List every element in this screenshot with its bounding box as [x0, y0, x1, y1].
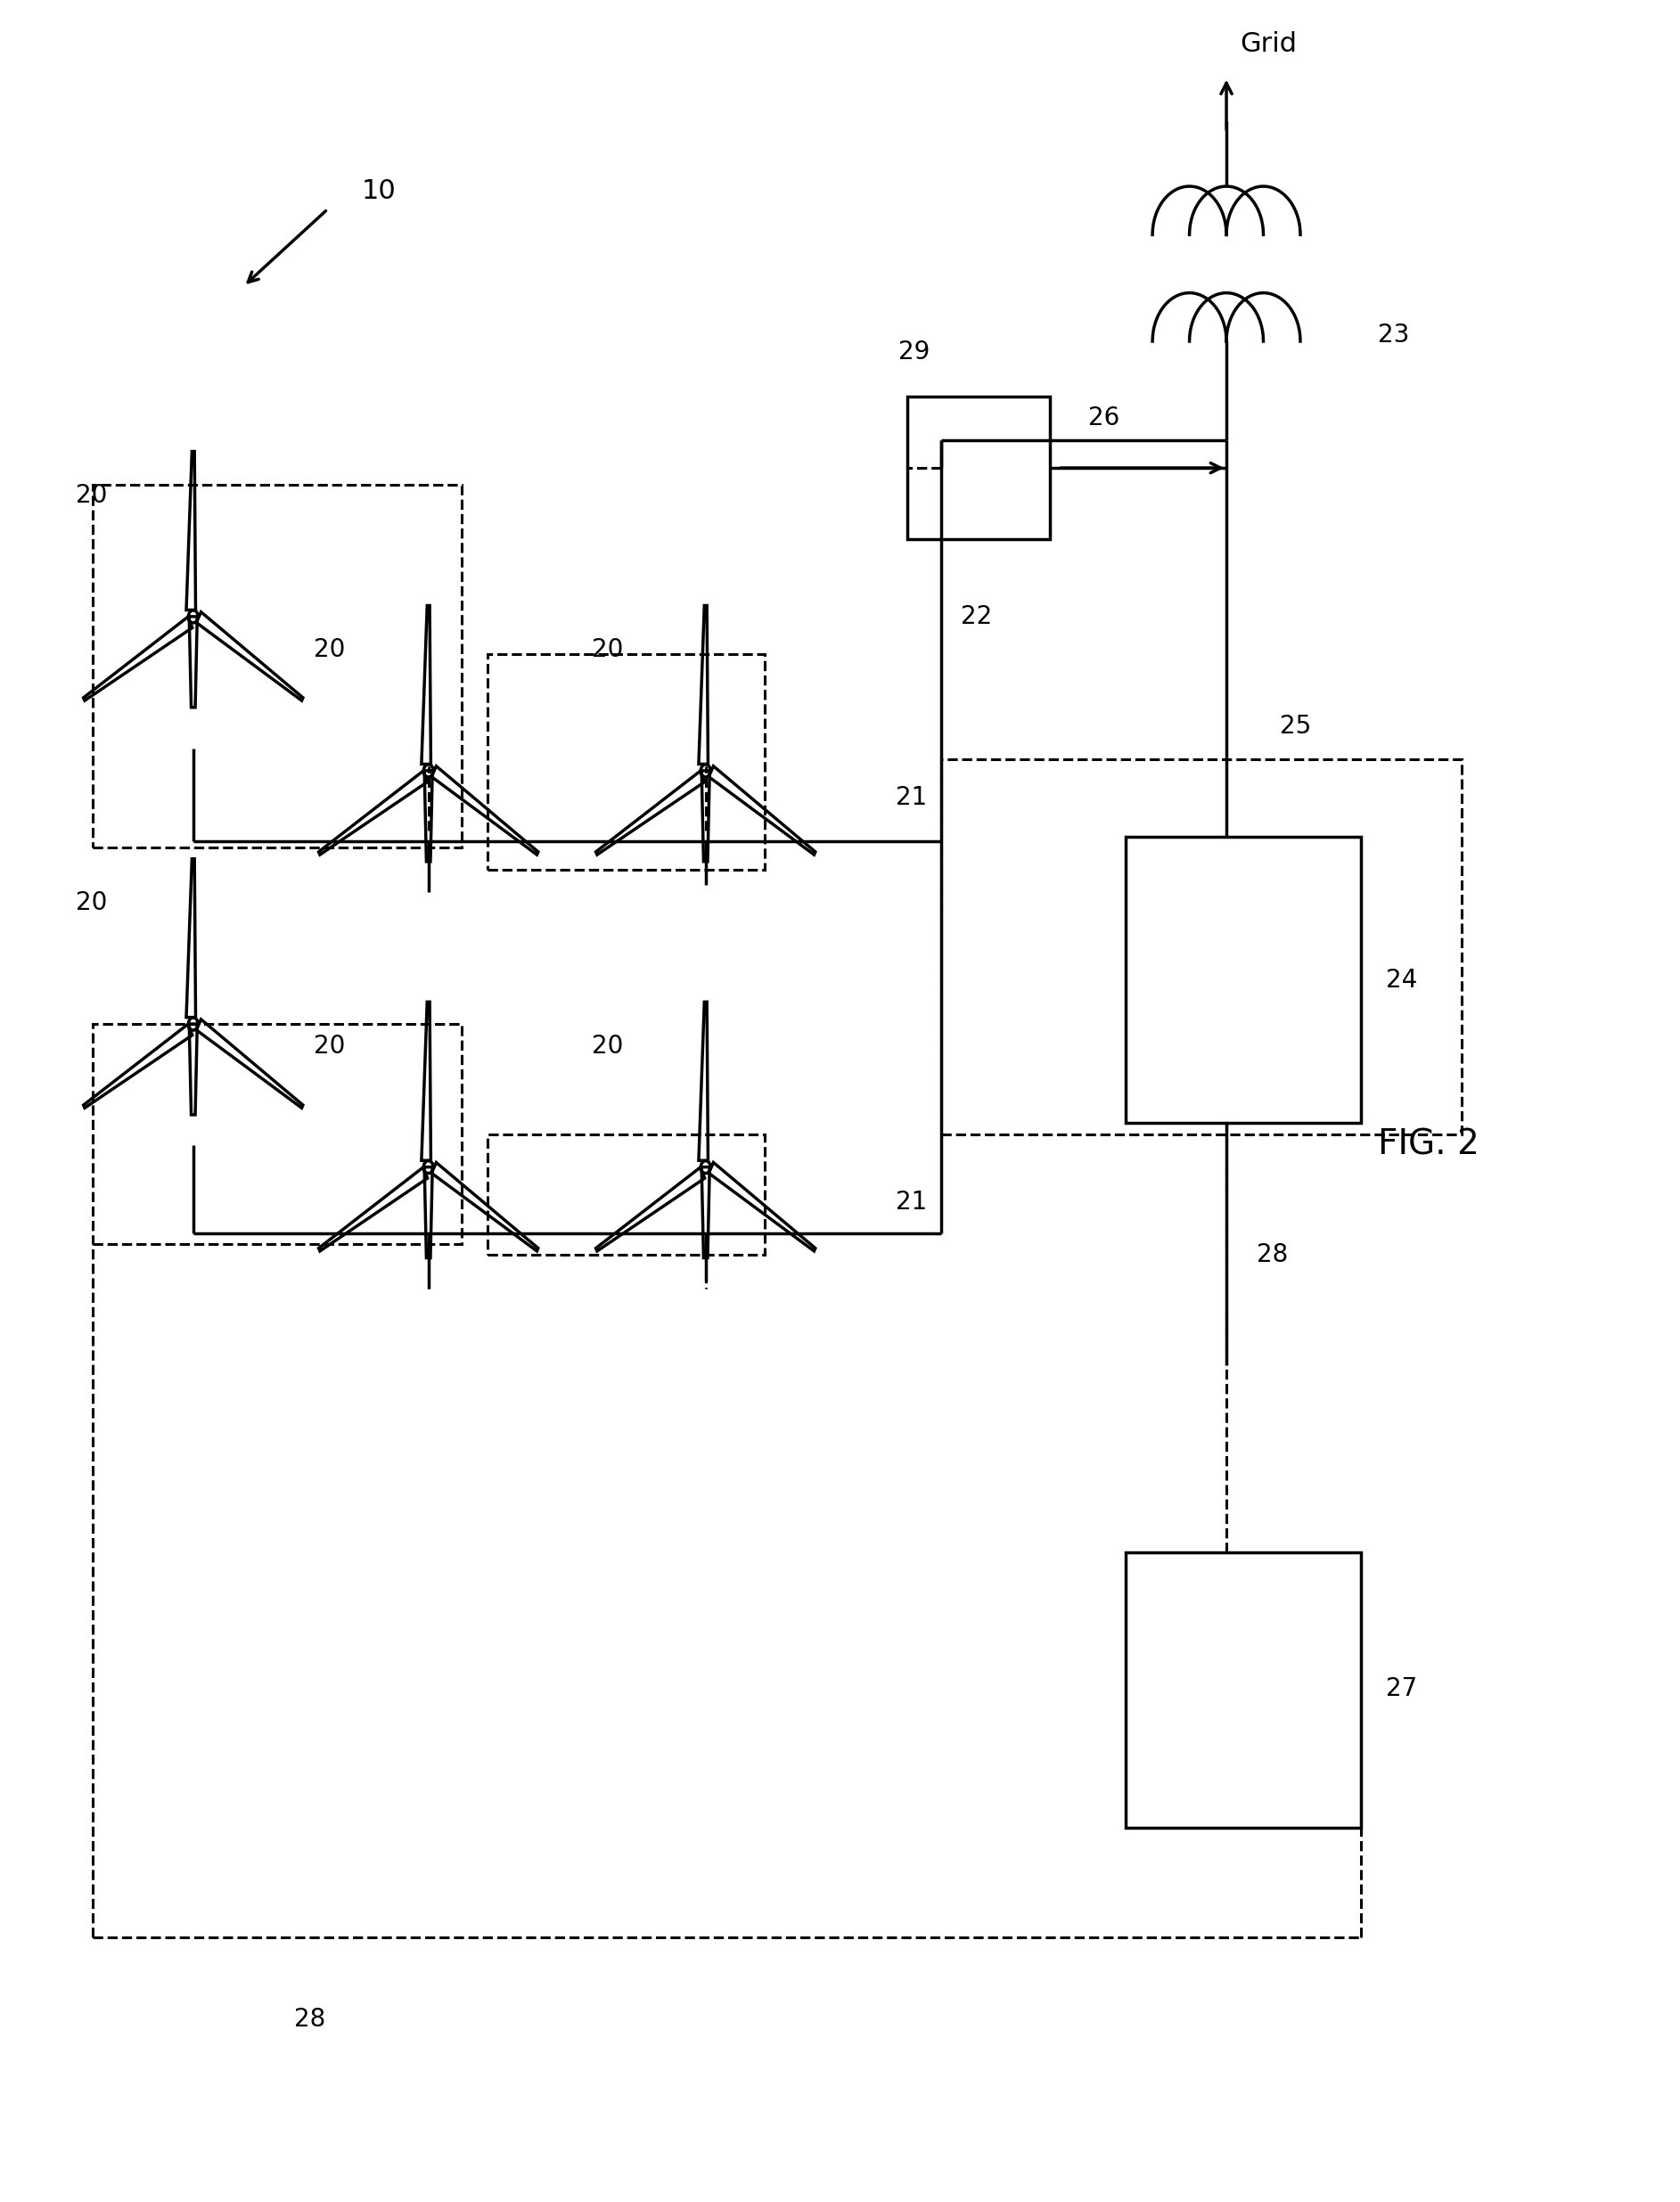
Text: 20: 20 — [591, 636, 623, 663]
Text: 29: 29 — [899, 339, 931, 366]
Bar — [941, 760, 1462, 1134]
Text: 23: 23 — [1378, 321, 1410, 348]
Text: 24: 24 — [1386, 967, 1418, 993]
Bar — [487, 1134, 764, 1255]
Bar — [907, 396, 1050, 539]
Text: Grid: Grid — [1240, 31, 1297, 57]
Text: 10: 10 — [361, 178, 396, 205]
Text: 22: 22 — [961, 603, 993, 630]
Bar — [1126, 1552, 1361, 1828]
Text: 20: 20 — [314, 636, 346, 663]
Bar — [92, 1024, 462, 1244]
Text: 20: 20 — [314, 1033, 346, 1059]
Text: 28: 28 — [294, 2006, 326, 2032]
Bar — [1126, 837, 1361, 1123]
Text: 21: 21 — [895, 784, 927, 810]
Bar — [92, 484, 462, 848]
Text: 20: 20 — [591, 1033, 623, 1059]
Bar — [487, 654, 764, 870]
Text: FIG. 2: FIG. 2 — [1378, 1127, 1478, 1163]
Text: 26: 26 — [1089, 405, 1121, 432]
Text: 28: 28 — [1257, 1242, 1289, 1268]
Text: 20: 20 — [76, 890, 108, 916]
Text: 25: 25 — [1280, 713, 1312, 740]
Text: 21: 21 — [895, 1189, 927, 1216]
Text: 20: 20 — [76, 482, 108, 509]
Text: 27: 27 — [1386, 1676, 1418, 1702]
